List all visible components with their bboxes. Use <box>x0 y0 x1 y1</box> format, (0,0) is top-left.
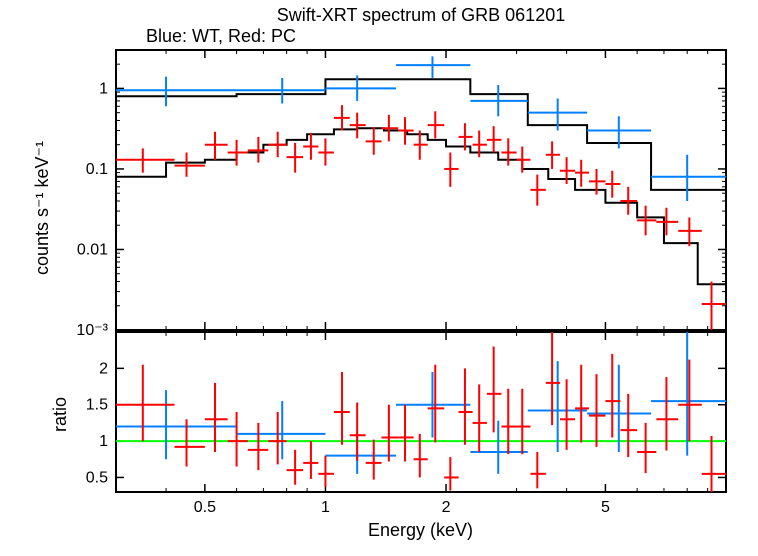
svg-text:10⁻³: 10⁻³ <box>76 322 108 339</box>
svg-text:1: 1 <box>321 499 330 516</box>
svg-text:0.01: 0.01 <box>77 241 108 258</box>
svg-text:1: 1 <box>99 80 108 97</box>
svg-text:2: 2 <box>99 360 108 377</box>
svg-text:1.5: 1.5 <box>86 397 108 414</box>
svg-text:2: 2 <box>442 499 451 516</box>
chart-container: Swift-XRT spectrum of GRB 061201 Blue: W… <box>0 0 758 556</box>
svg-text:1: 1 <box>99 433 108 450</box>
svg-text:5: 5 <box>601 499 610 516</box>
svg-text:0.5: 0.5 <box>86 469 108 486</box>
chart-svg: 10⁻³ 0.01 0.1 1 0.5 1 1.5 2 0.5 1 2 5 <box>0 0 758 556</box>
svg-text:0.5: 0.5 <box>194 499 216 516</box>
svg-text:0.1: 0.1 <box>86 161 108 178</box>
